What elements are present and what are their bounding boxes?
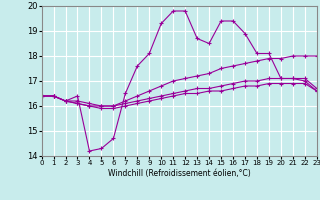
X-axis label: Windchill (Refroidissement éolien,°C): Windchill (Refroidissement éolien,°C) [108, 169, 251, 178]
